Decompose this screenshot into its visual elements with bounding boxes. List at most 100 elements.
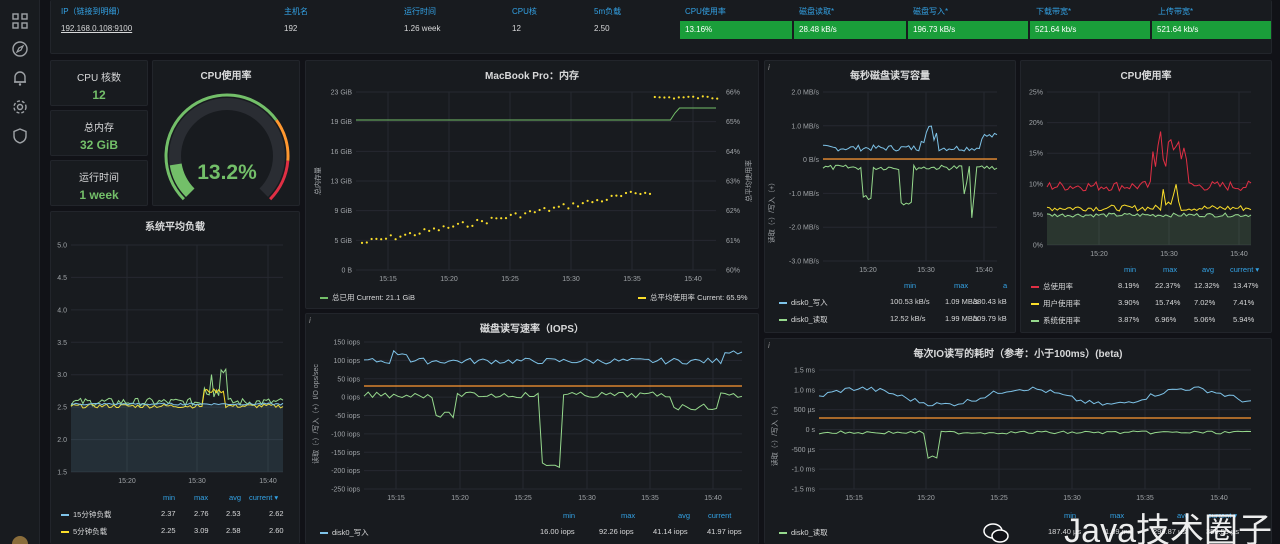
legend-col-current[interactable]: current	[708, 511, 732, 520]
y-tick-label: 5%	[1033, 212, 1043, 219]
legend-col-avg[interactable]: a	[1003, 281, 1008, 290]
col-uptime[interactable]: 运行时间	[404, 7, 436, 16]
legend-swatch	[61, 514, 69, 517]
y-tick-label: 5 GiB	[334, 238, 352, 245]
usage-rate-point	[480, 220, 484, 223]
legend-col-max[interactable]: max	[194, 493, 209, 502]
y-tick-label: 2.0	[57, 437, 67, 444]
legend-col-avg[interactable]: avg	[229, 493, 242, 502]
usage-rate-point	[600, 200, 604, 203]
legend-value: 12.32%	[1194, 281, 1220, 290]
settings-gear-icon[interactable]	[11, 98, 29, 116]
col-ip[interactable]: IP（链接到明细）	[61, 7, 125, 16]
x-tick-label: 15:20	[859, 267, 877, 274]
legend-item-5m[interactable]: 5分钟负载	[61, 526, 107, 537]
usage-rate-point	[384, 237, 388, 240]
legend-value: 187.40 µs	[1048, 527, 1082, 536]
y-tick-label: 10%	[1029, 181, 1043, 188]
stat-total-memory: 总内存 32 GiB	[50, 110, 148, 156]
legend-col-min[interactable]: min	[163, 493, 176, 502]
col-hostname[interactable]: 主机名	[284, 7, 308, 16]
used-memory-series	[356, 107, 716, 121]
y-tick-label: -1.0 ms	[792, 467, 816, 474]
cell-disk-read: 28.48 kB/s	[794, 21, 906, 39]
usage-rate-point	[524, 212, 527, 215]
explore-compass-icon[interactable]	[11, 40, 29, 58]
legend-name: 系统使用率	[1043, 316, 1081, 325]
stat-label: 总内存	[84, 123, 114, 134]
legend-col-min[interactable]: min	[1064, 511, 1077, 520]
usage-rate-point	[581, 202, 584, 205]
usage-rate-point	[370, 237, 373, 241]
y-tick-label: 19 GiB	[331, 119, 353, 126]
dashboards-grid-icon[interactable]	[11, 12, 29, 30]
y-tick-label: 23 GiB	[331, 90, 353, 97]
legend-col-avg[interactable]: avg	[1202, 265, 1215, 274]
legend-item-write[interactable]: disk0_写入	[779, 297, 828, 308]
info-icon[interactable]: i	[768, 341, 770, 350]
col-cpu-usage[interactable]: CPU使用率	[685, 7, 726, 16]
usage-rate-point	[504, 217, 508, 220]
usage-rate-point	[485, 222, 488, 225]
legend-usage-rate[interactable]: 总平均使用率 Current: 65.9%	[638, 292, 748, 303]
legend-col-min[interactable]: min	[904, 281, 917, 290]
iops-panel: i 磁盘读写速率（IOPS） 150 iops 100 iops 50 iops 0 …	[305, 313, 759, 544]
col-load-5m[interactable]: 5m负载	[594, 7, 622, 16]
admin-shield-icon[interactable]	[11, 127, 29, 145]
cell-load-5m: 2.50	[594, 24, 610, 33]
usage-rate-point	[461, 221, 464, 224]
cpu-usage-chart: 25% 20% 15% 10% 5% 0% 15:20 15:30 15:40	[1029, 90, 1252, 258]
legend-name: 5分钟负载	[73, 527, 108, 536]
x-tick-label: 15:25	[514, 495, 532, 502]
legend-item-15m[interactable]: 15分钟负载	[61, 509, 111, 520]
legend-col-max[interactable]: max	[621, 511, 636, 520]
y-axis-label: 读取（-）/写入（+）	[767, 179, 776, 243]
usage-rate-point	[605, 198, 608, 201]
alerting-bell-icon[interactable]	[11, 69, 29, 87]
legend-col-max[interactable]: max	[1163, 265, 1178, 274]
legend-swatch	[779, 302, 787, 305]
legend-col-avg[interactable]: avg	[1177, 511, 1190, 520]
y-tick-label: 0 s	[806, 427, 816, 434]
x-tick-label: 15:20	[118, 478, 136, 485]
col-cpu-cores[interactable]: CPU核	[512, 7, 537, 16]
legend-item-total[interactable]: 总使用率	[1031, 281, 1073, 292]
legend-item-read[interactable]: disk0_读取	[779, 527, 828, 538]
legend-used[interactable]: 总已用 Current: 21.1 GiB	[320, 292, 415, 303]
y-tick-label: 100 iops	[334, 358, 361, 365]
x-tick-label: 15:30	[1063, 495, 1081, 502]
usage-rate-point	[634, 192, 637, 195]
legend-col-current[interactable]: current ▾	[1230, 265, 1260, 274]
ip-link[interactable]: 192.168.0.108:9100	[61, 24, 133, 33]
load-15m-series-area	[71, 403, 283, 472]
legend-col-min[interactable]: min	[1124, 265, 1137, 274]
x-tick-label: 15:40	[684, 276, 702, 283]
col-disk-write[interactable]: 磁盘写入*	[913, 7, 949, 16]
legend-item-read[interactable]: disk0_读取	[779, 314, 828, 325]
x-tick-label: 15:35	[1136, 495, 1154, 502]
legend-swatch	[779, 532, 787, 535]
usage-rate-point	[509, 213, 512, 216]
y-tick-label: 20%	[1029, 120, 1043, 127]
col-upload[interactable]: 上传带宽*	[1158, 7, 1194, 16]
legend-value: 358.59 µs	[1206, 527, 1240, 536]
legend-col-current[interactable]: current ▾	[1208, 511, 1238, 520]
x-tick-label: 15:20	[917, 495, 935, 502]
usage-rate-point	[701, 95, 704, 98]
legend-col-avg[interactable]: avg	[678, 511, 691, 520]
legend-item-user[interactable]: 用户使用率	[1031, 298, 1081, 309]
system-usage-series-area	[1047, 213, 1251, 245]
legend-item-system[interactable]: 系统使用率	[1031, 315, 1081, 326]
col-disk-read[interactable]: 磁盘读取*	[799, 7, 835, 16]
y-axis-label: 读取（-）/写入（+）	[770, 402, 779, 466]
legend-col-max[interactable]: max	[954, 281, 969, 290]
legend-col-min[interactable]: min	[563, 511, 576, 520]
info-icon[interactable]: i	[768, 63, 770, 72]
watermark-text: Java技术圈子	[1064, 512, 1272, 544]
col-download[interactable]: 下载带宽*	[1036, 7, 1072, 16]
legend-item-write[interactable]: disk0_写入	[320, 527, 369, 538]
info-icon[interactable]: i	[309, 316, 311, 325]
legend-col-max[interactable]: max	[1110, 511, 1125, 520]
legend-col-current[interactable]: current ▾	[249, 493, 279, 502]
user-avatar[interactable]	[12, 536, 28, 544]
